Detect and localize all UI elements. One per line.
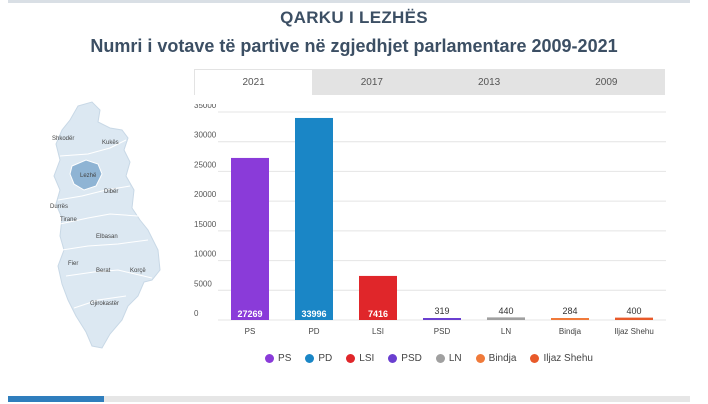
bar-psd[interactable] xyxy=(423,318,461,320)
legend-item-ln[interactable]: LN xyxy=(435,353,462,364)
legend-label-iljaz-shehu: Iljaz Shehu xyxy=(543,353,593,364)
map-border xyxy=(59,213,139,225)
map-border xyxy=(61,239,149,251)
x-tick-label: PSD xyxy=(434,327,451,336)
legend-label-pd: PD xyxy=(318,353,333,364)
y-tick-label: 30000 xyxy=(194,131,217,140)
x-tick-label: Bindja xyxy=(559,327,582,336)
map-label-elbasan: Elbasan xyxy=(96,234,118,240)
data-label: 440 xyxy=(498,306,513,316)
year-tabs: 2021 2017 2013 2009 xyxy=(194,69,665,95)
x-tick-label: PD xyxy=(308,327,319,336)
map-border xyxy=(57,185,131,201)
y-tick-label: 25000 xyxy=(194,160,217,169)
data-label: 319 xyxy=(434,306,449,316)
map-border xyxy=(59,139,127,157)
legend-label-psd: PSD xyxy=(401,353,422,364)
legend-item-iljaz-shehu[interactable]: Iljaz Shehu xyxy=(530,353,593,364)
votes-bar-chart: 0 5000 10000 15000 20000 25000 30000 35000 27269… xyxy=(194,104,666,336)
map-label-lezhe: Lezhë xyxy=(80,173,97,179)
y-tick-label: 5000 xyxy=(194,279,212,288)
legend-swatch-lsi xyxy=(346,354,356,363)
x-tick-label: Iljaz Shehu xyxy=(614,327,654,336)
legend-item-ps[interactable]: PS xyxy=(265,353,291,364)
bar-iljaz-shehu[interactable] xyxy=(615,317,653,320)
data-label: 33996 xyxy=(301,309,326,319)
legend-label-ps: PS xyxy=(278,353,292,364)
map-label-berat: Berat xyxy=(96,268,111,274)
top-divider xyxy=(8,0,690,3)
bar-lsi[interactable] xyxy=(359,275,397,320)
legend-swatch-bindja xyxy=(475,354,485,363)
progress-fill xyxy=(8,396,104,402)
map-label-korce: Korçë xyxy=(130,268,146,274)
bar-ps[interactable] xyxy=(231,157,269,320)
map-label-fier: Fier xyxy=(68,261,78,267)
map-label-diber: Dibër xyxy=(104,189,118,195)
legend-swatch-ps xyxy=(265,354,275,363)
legend-label-ln: LN xyxy=(448,353,462,364)
legend-label-bindja: Bindja xyxy=(488,353,517,364)
y-tick-label: 0 xyxy=(194,309,199,318)
bar-ln[interactable] xyxy=(487,317,525,320)
lezhe-region xyxy=(69,159,103,191)
chart-legend: PS PD LSI PSD LN Bindja Iljaz Shehu xyxy=(0,353,708,364)
y-tick-label: 10000 xyxy=(194,250,217,259)
bar-bindja[interactable] xyxy=(551,318,589,320)
tab-2017[interactable]: 2017 xyxy=(360,76,383,88)
legend-item-bindja[interactable]: Bindja xyxy=(475,353,517,364)
map-label-gjirokaster: Gjirokastër xyxy=(90,301,119,307)
y-tick-label: 15000 xyxy=(194,220,217,229)
map-border xyxy=(73,295,127,309)
x-tick-label: PS xyxy=(245,327,256,336)
legend-item-psd[interactable]: PSD xyxy=(388,353,422,364)
bar-pd[interactable] xyxy=(295,117,333,320)
map-label-shkoder: Shkodër xyxy=(52,136,74,142)
progress-track xyxy=(8,396,690,402)
y-tick-label: 20000 xyxy=(194,190,217,199)
legend-swatch-ln xyxy=(435,354,445,363)
x-tick-label: LN xyxy=(501,327,511,336)
legend-label-lsi: LSI xyxy=(359,353,375,364)
x-tick-label: LSI xyxy=(372,327,384,336)
tab-2009[interactable]: 2009 xyxy=(595,76,618,88)
data-label: 284 xyxy=(562,306,577,316)
page-title: QARKU I LEZHËS xyxy=(280,8,428,27)
legend-item-pd[interactable]: PD xyxy=(305,353,332,364)
tab-2013[interactable]: 2013 xyxy=(478,76,501,88)
map-label-kukes: Kukës xyxy=(102,140,119,146)
map-label-durres: Durrës xyxy=(50,204,68,210)
map-label-tirane: Tirane xyxy=(60,217,77,223)
data-label: 400 xyxy=(626,306,641,316)
map-border xyxy=(65,269,153,279)
legend-swatch-psd xyxy=(388,354,398,363)
y-tick-label: 35000 xyxy=(194,104,217,110)
page-subtitle: Numri i votave të partive në zgjedhjet p… xyxy=(90,36,618,56)
legend-swatch-iljaz-shehu xyxy=(530,354,540,363)
data-label: 7416 xyxy=(368,309,388,319)
legend-item-lsi[interactable]: LSI xyxy=(346,353,374,364)
tab-2021[interactable]: 2021 xyxy=(194,69,314,95)
legend-swatch-pd xyxy=(305,354,315,363)
albania-map: Shkodër Kukës Lezhë Dibër Durrës Tirane … xyxy=(50,101,161,349)
data-label: 27269 xyxy=(237,309,262,319)
